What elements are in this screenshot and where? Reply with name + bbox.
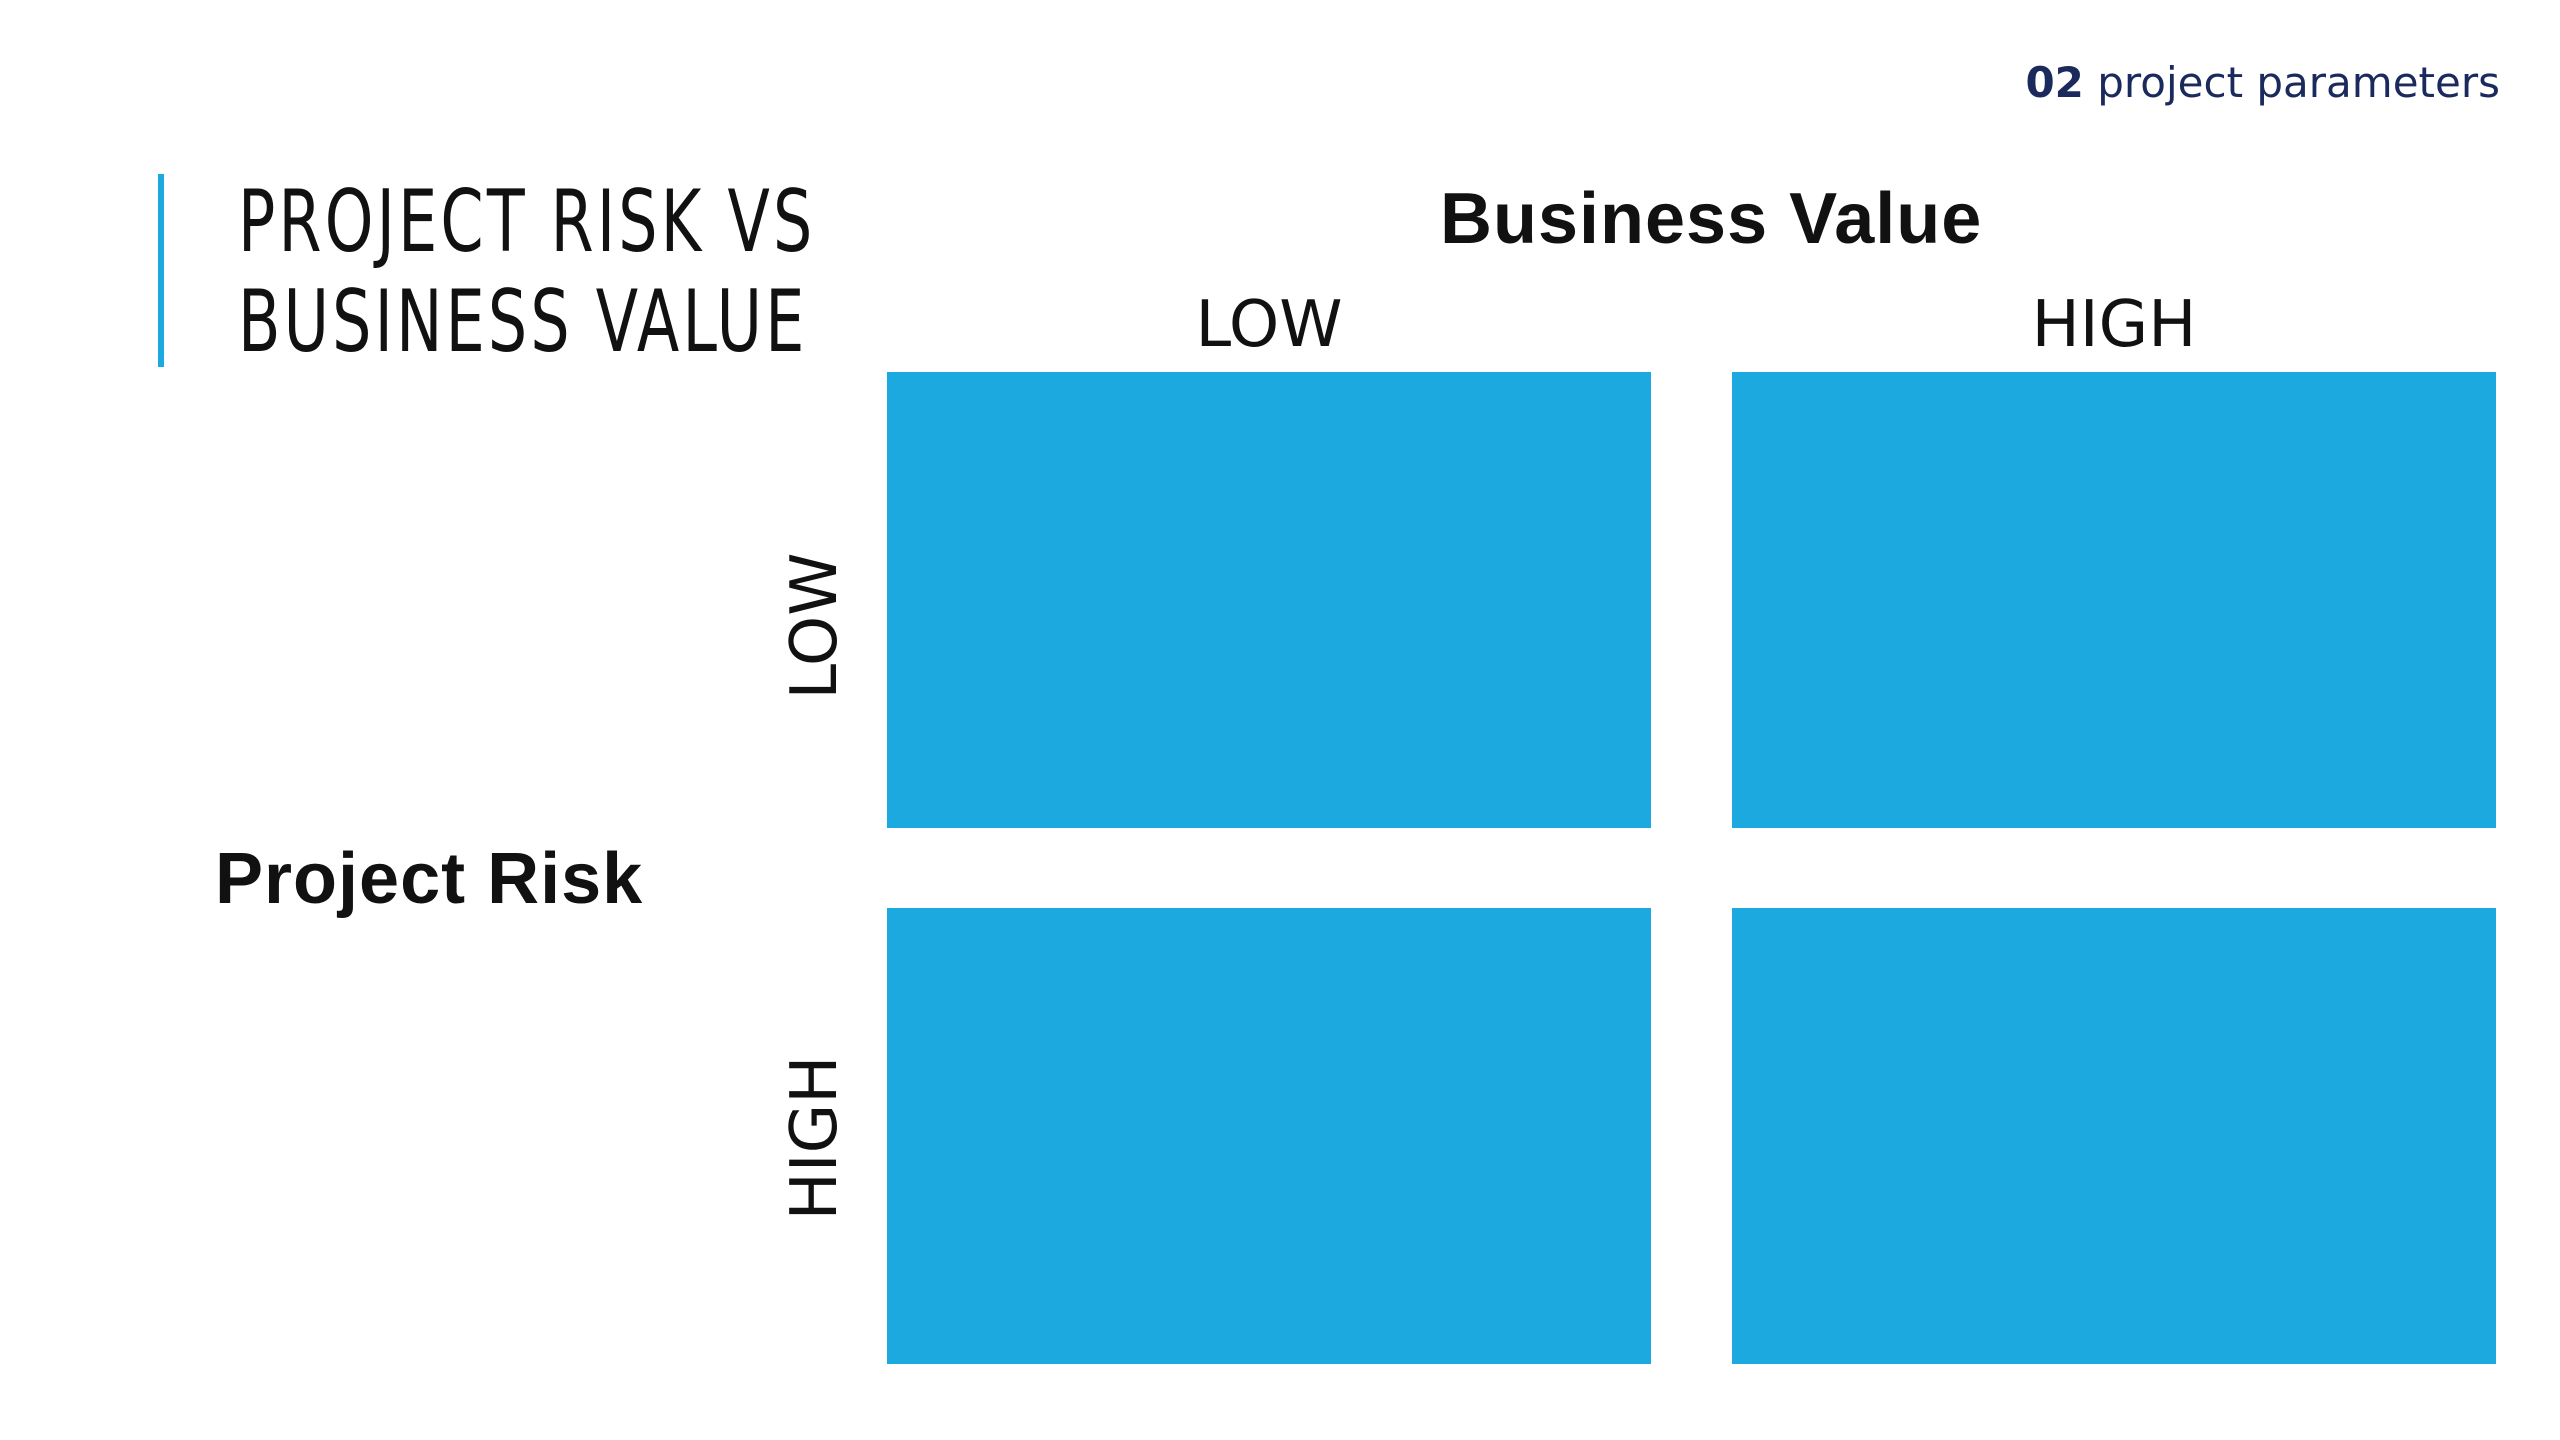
section-number: 02 [2025, 58, 2084, 107]
column-label-low: LOW [1195, 288, 1343, 362]
x-axis-title: Business Value [1440, 179, 1983, 259]
quadrant-high-risk-high-value [1732, 908, 2496, 1364]
y-axis-title: Project Risk [215, 839, 644, 919]
quadrant-low-risk-low-value [887, 372, 1651, 828]
quadrant-high-risk-low-value [887, 908, 1651, 1364]
slide-title: PROJECT RISK VS BUSINESS VALUE [238, 172, 815, 372]
slide-title-line-1: PROJECT RISK VS [238, 172, 816, 272]
quadrant-low-risk-high-value [1732, 372, 2496, 828]
title-accent-bar [158, 174, 164, 367]
row-label-low: LOW [778, 552, 852, 700]
section-tag: 02 project parameters [2025, 58, 2500, 107]
section-name: project parameters [2097, 58, 2500, 107]
slide-title-line-2: BUSINESS VALUE [238, 272, 808, 372]
row-label-high: HIGH [778, 1055, 852, 1221]
column-label-high: HIGH [2031, 288, 2197, 362]
